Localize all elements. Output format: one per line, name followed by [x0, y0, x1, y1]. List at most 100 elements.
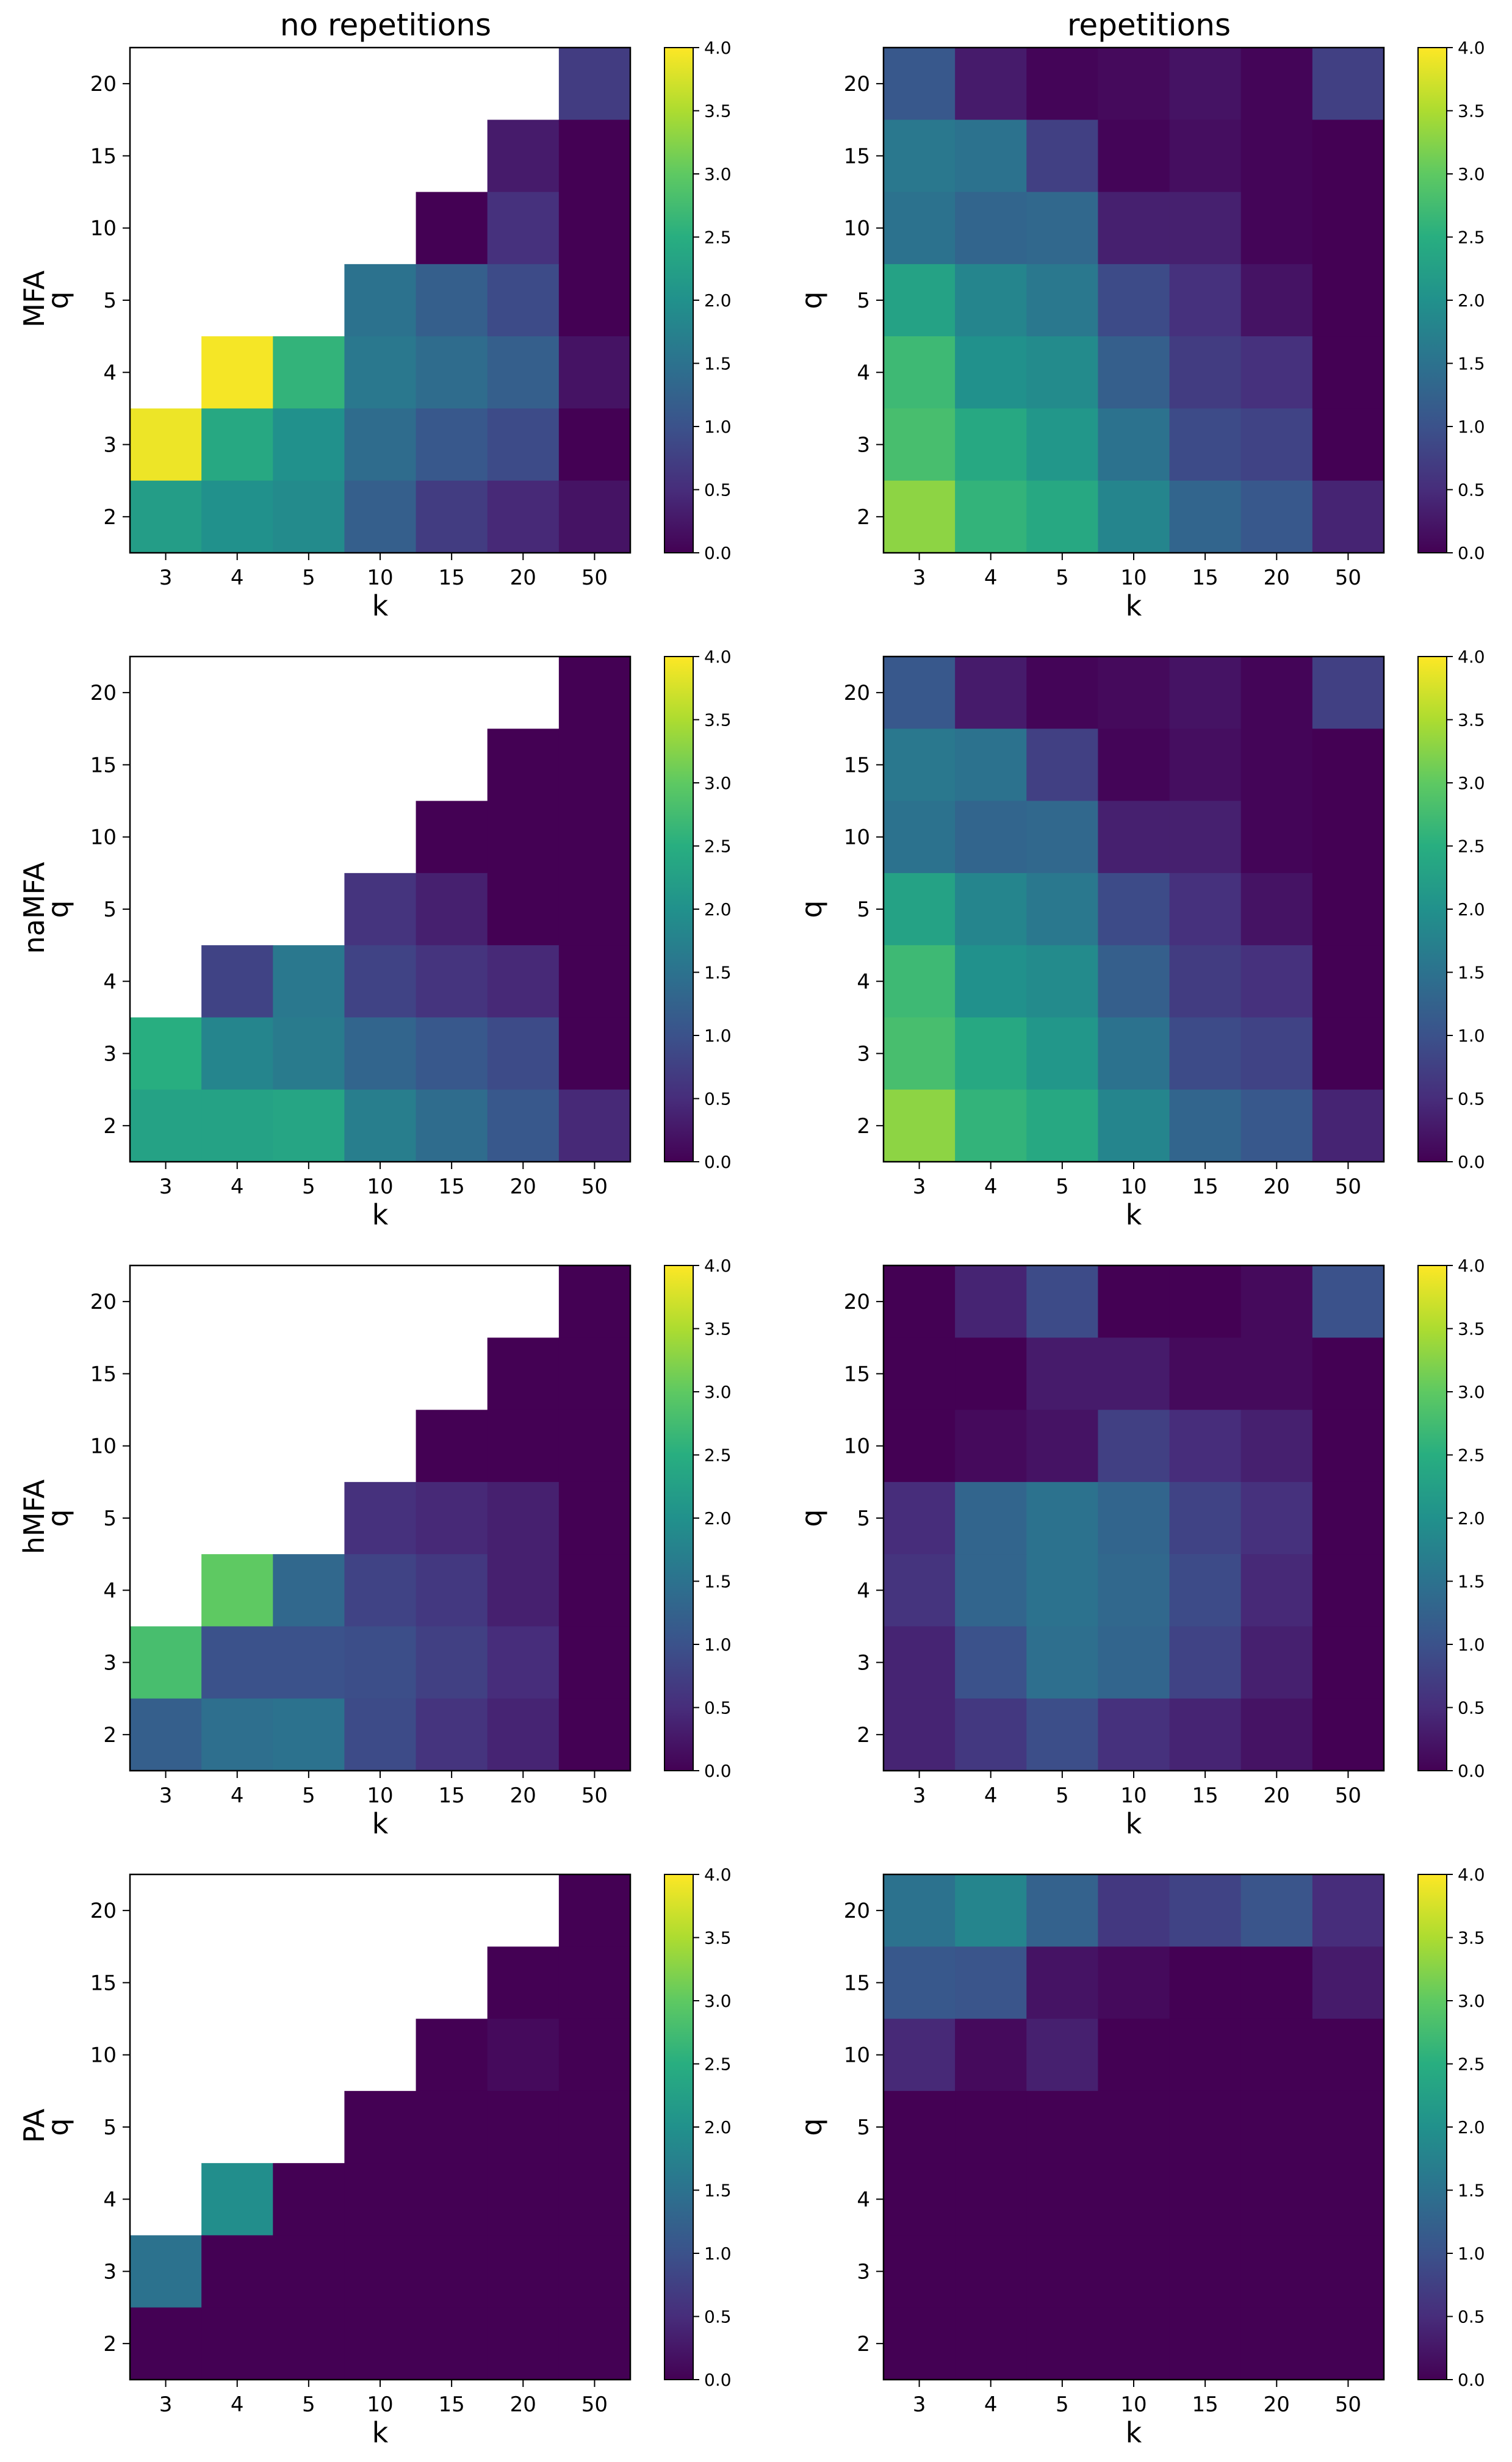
y-tick-label: 15	[90, 1971, 117, 1995]
colorbar-tick-label: 2.0	[704, 290, 732, 311]
x-tick-label: 3	[159, 1175, 173, 1199]
y-tick-label: 5	[857, 2115, 870, 2140]
heatmap-cell	[1026, 1554, 1099, 1627]
x-tick-label: 4	[231, 1784, 244, 1808]
heatmap-cell	[1240, 801, 1313, 874]
x-axis-label: k	[1126, 1198, 1142, 1231]
y-axis-label: q	[41, 900, 74, 918]
heatmap-cell	[1240, 1874, 1313, 1947]
colorbar-tick-label: 1.5	[1458, 963, 1485, 983]
heatmap-panel-pa-no-repetitions: 3 4 5 10 15 20 50 k 20 15 10 5 4 3 2 q 0.0 0.5 1.0 1.5 2.0 2.…	[41, 1865, 732, 2449]
heatmap-cell	[884, 873, 956, 946]
colorbar-tick-label: 4.0	[1458, 1256, 1485, 1276]
heatmap-cell	[1312, 2163, 1384, 2236]
heatmap-cell	[558, 480, 631, 553]
heatmap-cell	[1169, 2163, 1242, 2236]
colorbar-tick-label: 0.0	[704, 1761, 732, 1781]
heatmap-cell	[1169, 1946, 1242, 2020]
y-tick-label: 15	[90, 144, 117, 168]
heatmap-cell	[884, 2163, 956, 2236]
colorbar-tick-label: 2.5	[1458, 2054, 1485, 2075]
heatmap-cell	[558, 120, 631, 193]
y-tick-label: 20	[90, 681, 117, 705]
heatmap-cell	[955, 2163, 1027, 2236]
heatmap-cell	[1098, 480, 1170, 553]
heatmap-cell	[1240, 1337, 1313, 1411]
colorbar-tick-label: 4.0	[1458, 647, 1485, 667]
heatmap-cell	[1169, 120, 1242, 193]
heatmap-cell	[1169, 2018, 1242, 2092]
heatmap-cell	[955, 408, 1027, 481]
x-tick-label: 20	[1264, 1175, 1290, 1199]
heatmap-cell	[1312, 2235, 1384, 2308]
heatmap-panel-mfa-no-repetitions: 3 4 5 10 15 20 50 k 20 15 10 5 4 3 2 q 0.0 0.5 1.0 1.5 2.0 2.…	[41, 38, 732, 622]
colorbar	[664, 1265, 694, 1771]
x-tick-label: 50	[1335, 1784, 1361, 1808]
heatmap-cell	[487, 480, 560, 553]
heatmap-cell	[201, 2235, 273, 2308]
heatmap-cell	[558, 1698, 631, 1771]
heatmap-cell	[558, 1481, 631, 1555]
heatmap-cell	[955, 192, 1027, 265]
x-tick-label: 20	[1264, 2392, 1290, 2417]
heatmap-cell	[1026, 873, 1099, 946]
heatmap-cell	[1312, 48, 1384, 120]
heatmap-cell	[558, 2018, 631, 2092]
heatmap-cell	[487, 2018, 560, 2092]
heatmap-cell	[884, 945, 956, 1018]
heatmap-cell	[130, 1089, 202, 1162]
x-tick-label: 3	[159, 1784, 173, 1808]
heatmap-cell	[201, 1017, 273, 1090]
x-tick-label: 15	[439, 566, 465, 590]
colorbar	[664, 47, 694, 553]
heatmap-cell	[1026, 192, 1099, 265]
colorbar-tick-label: 0.5	[704, 2307, 732, 2327]
heatmap-cell	[416, 1554, 488, 1627]
colorbar-tick-label: 2.0	[1458, 899, 1485, 920]
y-axis-label: q	[41, 2118, 74, 2136]
heatmap-cell	[1098, 873, 1170, 946]
heatmap-cell	[1240, 1698, 1313, 1771]
heatmap-cell	[487, 1554, 560, 1627]
heatmap-cell	[1240, 945, 1313, 1018]
x-tick-label: 50	[581, 566, 608, 590]
y-tick-label: 4	[857, 970, 870, 994]
x-tick-label: 5	[302, 1175, 315, 1199]
colorbar-tick-label: 0.5	[1458, 1089, 1485, 1109]
heatmap-cell	[955, 336, 1027, 409]
heatmap-cell	[1026, 1089, 1099, 1162]
heatmap-cell	[130, 1017, 202, 1090]
colorbar-tick-label: 2.0	[1458, 2117, 1485, 2137]
y-tick-label: 3	[857, 1651, 870, 1676]
heatmap-cell	[1312, 945, 1384, 1018]
heatmap-cell	[558, 2307, 631, 2380]
colorbar-tick-label: 0.0	[1458, 2370, 1485, 2390]
x-tick-label: 5	[302, 1784, 315, 1808]
heatmap-cell	[1312, 1946, 1384, 2020]
y-tick-label: 3	[857, 433, 870, 458]
heatmap-cell	[1169, 264, 1242, 337]
heatmap-cell	[487, 1626, 560, 1699]
heatmap-cell	[558, 1626, 631, 1699]
heatmap-cell	[273, 480, 345, 553]
colorbar-tick-label: 2.0	[704, 899, 732, 920]
heatmap-cell	[487, 408, 560, 481]
heatmap-cell	[1169, 1337, 1242, 1411]
colorbar-tick-label: 0.0	[704, 2370, 732, 2390]
heatmap-cell	[1098, 2090, 1170, 2164]
colorbar-tick-label: 1.0	[1458, 417, 1485, 437]
y-tick-label: 3	[103, 433, 117, 458]
colorbar-tick-label: 1.0	[704, 417, 732, 437]
colorbar	[664, 1874, 694, 2380]
x-tick-label: 5	[1056, 1175, 1069, 1199]
x-tick-label: 5	[302, 566, 315, 590]
heatmap-panel-mfa-repetitions: 3 4 5 10 15 20 50 k 20 15 10 5 4 3 2 q 0.0 0.5 1.0 1.5 2.0 2.…	[795, 38, 1485, 622]
y-tick-label: 10	[844, 217, 870, 241]
x-tick-label: 10	[1120, 1175, 1147, 1199]
x-axis-label: k	[1126, 1807, 1142, 1840]
heatmap-cell	[884, 1626, 956, 1699]
x-tick-label: 20	[1264, 566, 1290, 590]
heatmap-cell	[1312, 1626, 1384, 1699]
colorbar-tick-label: 2.5	[1458, 228, 1485, 248]
heatmap-cell	[1312, 1017, 1384, 1090]
